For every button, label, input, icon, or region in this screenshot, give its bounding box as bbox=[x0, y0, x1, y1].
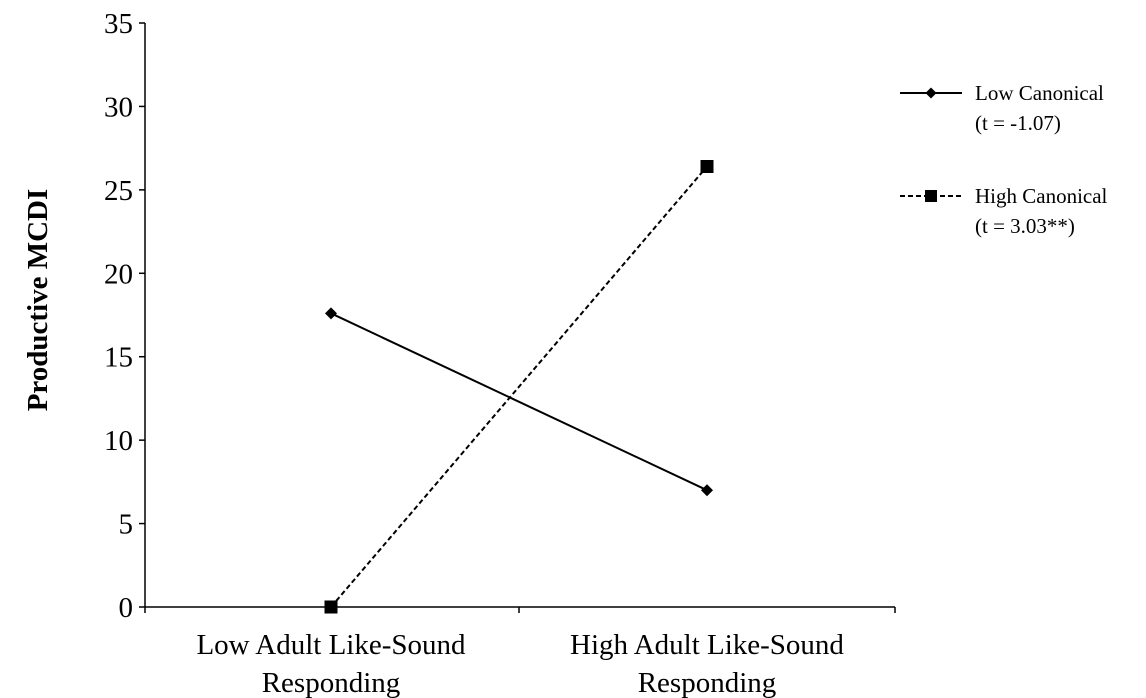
series-line bbox=[330, 165, 708, 608]
chart-axes bbox=[144, 23, 896, 613]
x-category-label: Low Adult Like-Sound Responding bbox=[196, 629, 466, 698]
y-axis-ticks: 0 5 10 15 20 25 30 35 bbox=[104, 8, 145, 624]
legend-series-stat: (t = 3.03**) bbox=[975, 214, 1075, 238]
legend-item: High Canonical (t = 3.03**) bbox=[900, 184, 1108, 238]
diamond-point bbox=[325, 307, 337, 320]
y-tick-label: 35 bbox=[104, 8, 133, 40]
x-category-label-line: Responding bbox=[262, 667, 401, 698]
series-lines bbox=[324, 159, 714, 614]
x-category-label-line: High Adult Like-Sound bbox=[570, 629, 844, 661]
diamond-point bbox=[701, 484, 713, 497]
legend-series-name: Low Canonical bbox=[975, 81, 1104, 105]
legend: Low Canonical (t = -1.07) High Canonical (t… bbox=[900, 81, 1108, 238]
y-axis-label: Productive MCDI bbox=[22, 189, 54, 412]
square-point bbox=[324, 600, 338, 614]
y-tick-label: 5 bbox=[119, 509, 134, 541]
legend-square-marker bbox=[925, 190, 937, 202]
series-line bbox=[330, 312, 708, 492]
x-category-label-line: Low Adult Like-Sound bbox=[196, 629, 466, 661]
series-high-canonical bbox=[324, 159, 714, 614]
legend-item: Low Canonical (t = -1.07) bbox=[900, 81, 1104, 135]
legend-series-name: High Canonical bbox=[975, 184, 1108, 208]
y-tick-label: 20 bbox=[104, 258, 133, 290]
legend-series-stat: (t = -1.07) bbox=[975, 111, 1061, 135]
y-tick-label: 15 bbox=[104, 342, 133, 374]
x-category-label: High Adult Like-Sound Responding bbox=[570, 629, 844, 698]
square-point bbox=[700, 159, 714, 173]
legend-diamond-marker bbox=[925, 87, 937, 99]
y-tick-label: 30 bbox=[104, 91, 133, 123]
y-tick-label: 25 bbox=[104, 175, 133, 207]
y-tick-label: 0 bbox=[119, 592, 134, 624]
series-low-canonical bbox=[325, 307, 713, 497]
x-category-label-line: Responding bbox=[638, 667, 777, 698]
y-tick-label: 10 bbox=[104, 425, 133, 457]
